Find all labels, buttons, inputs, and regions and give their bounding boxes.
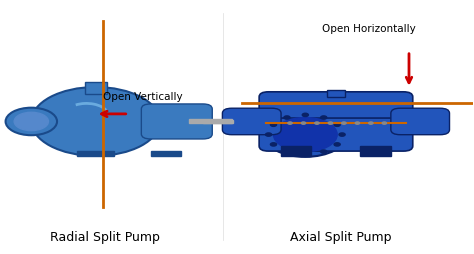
Circle shape [355,122,360,125]
Circle shape [284,150,290,154]
FancyBboxPatch shape [281,147,311,156]
Bar [189,120,232,124]
Circle shape [273,118,337,152]
Circle shape [14,113,48,131]
Text: Radial Split Pump: Radial Split Pump [50,230,160,243]
Circle shape [334,124,340,127]
FancyBboxPatch shape [151,151,182,156]
FancyBboxPatch shape [259,119,413,151]
Circle shape [320,150,327,154]
Bar [203,120,234,124]
Circle shape [271,124,276,127]
FancyBboxPatch shape [222,109,281,135]
FancyBboxPatch shape [77,151,114,156]
Circle shape [328,122,333,125]
FancyBboxPatch shape [391,109,449,135]
FancyBboxPatch shape [360,147,391,156]
Circle shape [334,143,340,147]
FancyBboxPatch shape [84,83,107,94]
Circle shape [315,122,319,125]
Circle shape [302,153,309,156]
Circle shape [382,122,386,125]
FancyBboxPatch shape [141,105,212,139]
Circle shape [284,116,290,120]
Circle shape [301,122,306,125]
FancyBboxPatch shape [259,92,413,129]
Text: Axial Split Pump: Axial Split Pump [290,230,392,243]
Circle shape [369,122,373,125]
Circle shape [288,122,292,125]
Circle shape [320,116,327,120]
Circle shape [264,113,347,157]
Circle shape [6,108,57,136]
Circle shape [339,133,345,137]
Circle shape [265,133,272,137]
Circle shape [271,143,276,147]
FancyBboxPatch shape [327,91,345,98]
Text: Open Vertically: Open Vertically [103,92,182,102]
Circle shape [302,114,309,117]
Circle shape [31,88,160,156]
Circle shape [342,122,346,125]
Text: Open Horizontally: Open Horizontally [322,24,416,34]
